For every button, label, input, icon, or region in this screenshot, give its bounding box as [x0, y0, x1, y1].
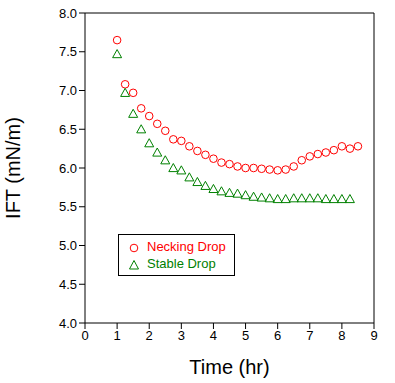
- svg-text:6.0: 6.0: [59, 161, 77, 176]
- svg-text:6.5: 6.5: [59, 122, 77, 137]
- svg-text:9: 9: [370, 328, 377, 343]
- svg-text:2: 2: [146, 328, 153, 343]
- svg-text:5.5: 5.5: [59, 199, 77, 214]
- svg-text:IFT (mN/m): IFT (mN/m): [2, 117, 24, 219]
- svg-text:0: 0: [81, 328, 88, 343]
- svg-text:3: 3: [178, 328, 185, 343]
- svg-text:7.0: 7.0: [59, 83, 77, 98]
- svg-text:8: 8: [338, 328, 345, 343]
- svg-text:4: 4: [210, 328, 217, 343]
- svg-text:7: 7: [306, 328, 313, 343]
- svg-text:6: 6: [274, 328, 281, 343]
- svg-text:7.5: 7.5: [59, 44, 77, 59]
- html-text:Stable Drop: Stable Drop: [147, 256, 216, 271]
- svg-text:1: 1: [113, 328, 120, 343]
- svg-text:Time (hr): Time (hr): [189, 356, 269, 378]
- svg-text:8.0: 8.0: [59, 6, 77, 21]
- svg-text:4.0: 4.0: [59, 316, 77, 331]
- svg-text:5.0: 5.0: [59, 238, 77, 253]
- svg-text:4.5: 4.5: [59, 277, 77, 292]
- html-text:Necking Drop: Necking Drop: [147, 239, 226, 254]
- svg-text:5: 5: [242, 328, 249, 343]
